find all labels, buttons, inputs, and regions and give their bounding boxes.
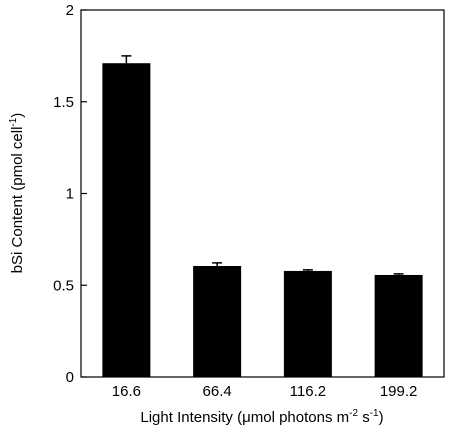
x-tick-label-66.4: 66.4	[203, 383, 232, 400]
y-axis-ticks: 0 0.5 1 1.5 2	[53, 2, 87, 386]
x-tick-label-199.2: 199.2	[380, 383, 418, 400]
y-tick-label: 1.5	[53, 94, 74, 111]
y-tick-label: 2	[66, 2, 74, 19]
y-tick-label: 0.5	[53, 277, 74, 294]
bar-16.6	[102, 63, 151, 378]
y-axis-label: bSi Content (pmol cell-1)	[8, 113, 26, 274]
bar-199.2	[374, 274, 423, 377]
bar-66.4	[193, 265, 242, 377]
x-axis-label: Light Intensity (μmol photons m-2 s-1)	[140, 408, 383, 426]
y-tick-label: 0	[66, 369, 74, 386]
y-tick-label: 1	[66, 186, 74, 203]
bar-116.2	[283, 270, 332, 377]
bars-group	[102, 63, 423, 378]
error-bars-group	[121, 55, 404, 275]
x-axis-ticks: 16.6 66.4 116.2 199.2	[112, 383, 418, 400]
x-tick-label-16.6: 16.6	[112, 383, 141, 400]
x-tick-label-116.2: 116.2	[290, 383, 326, 400]
